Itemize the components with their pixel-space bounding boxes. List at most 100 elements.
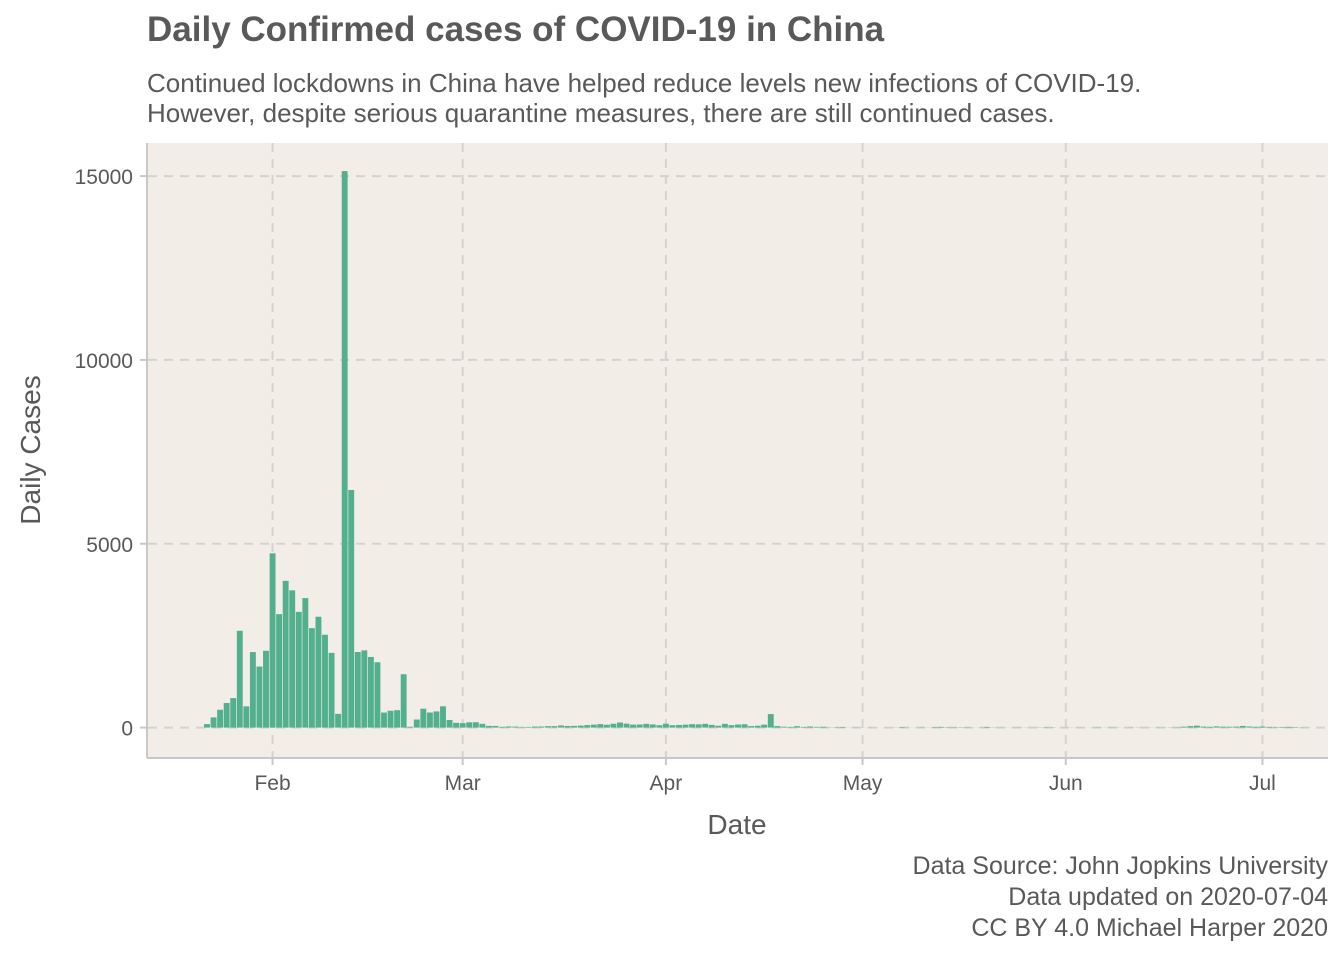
bar [433,711,440,728]
bar [413,719,420,728]
bar [499,726,505,728]
bars [204,171,1312,728]
bar [230,698,237,728]
x-tick-label: Feb [254,772,290,795]
bar [367,656,374,728]
bar [1285,726,1292,728]
bar [839,727,846,728]
y-tick-label: 5000 [86,534,133,557]
bar [453,722,460,728]
bar [787,727,794,728]
bar [715,725,722,728]
bar [243,706,250,728]
bar [689,724,696,728]
bar [328,652,335,728]
bar [282,580,289,728]
bar [387,710,394,728]
bar [617,722,623,728]
bar [361,650,368,728]
bar [276,614,283,728]
bar [374,662,381,728]
bar [263,650,269,728]
bar [289,590,296,728]
bar [308,628,315,728]
bar [335,713,342,728]
bar [590,724,597,728]
subtitle-line-1: Continued lockdowns in China have helped… [147,68,1142,98]
bar [1180,726,1187,728]
bar [584,725,591,728]
bar [761,724,768,728]
bar [394,710,401,728]
bar [1193,725,1200,728]
caption-updated: Data updated on 2020-07-04 [1008,883,1328,911]
bar [813,726,820,728]
bar [780,726,787,728]
bar [354,652,361,728]
bar [721,723,728,728]
caption-source: Data Source: John Jopkins University [912,852,1328,880]
bar [440,706,446,728]
bar [492,725,499,728]
bar [204,724,210,728]
bar [531,726,538,728]
bar [1252,726,1259,728]
bar [623,723,630,728]
bar [1220,726,1227,728]
bar [420,708,427,728]
bar [302,598,309,728]
bar [741,724,748,728]
bar [446,720,453,728]
y-tick-label: 0 [121,718,133,741]
bar [538,726,545,728]
bar [597,724,604,728]
bar [544,726,551,728]
bar [223,702,230,728]
bar [708,724,715,728]
bar [249,652,256,728]
bar [269,553,276,728]
bar [603,724,610,728]
bar [636,724,643,728]
y-tick-label: 10000 [75,350,133,373]
bar [1233,726,1240,728]
subtitle-line-2: However, despite serious quarantine meas… [147,98,1055,128]
bar [1187,726,1194,728]
bar [466,722,473,728]
x-axis-ticks: Feb Mar Apr May Jun Jul [254,758,1276,795]
bar [735,724,741,728]
x-tick-label: May [843,772,883,795]
x-tick-label: Jun [1049,772,1083,795]
bar [1292,727,1299,728]
bar [558,725,564,728]
bar [256,666,263,728]
y-tick-label: 15000 [75,166,133,189]
bar [505,726,512,728]
bar [295,611,302,728]
bar [1213,726,1220,728]
y-axis-title: Daily Cases [15,375,46,524]
bar [551,726,558,728]
bar [426,712,433,728]
bar [459,723,466,728]
chart-subtitle: Continued lockdowns in China have helped… [147,68,1141,128]
bar [682,724,689,728]
bar [807,726,814,728]
bar [767,714,774,728]
bar [512,726,519,728]
bar [1239,725,1246,728]
bar [341,171,348,728]
bar [564,725,571,728]
bar [676,724,682,728]
bar [728,725,735,728]
bar [525,726,532,728]
bar [702,723,709,728]
bar [577,725,584,728]
bar [774,726,781,728]
chart-caption: Data Source: John Jopkins University Dat… [913,851,1328,944]
bar [348,489,355,728]
bar [669,725,676,728]
bar [381,712,387,728]
y-axis-ticks: 0 5000 10000 15000 [75,166,147,741]
